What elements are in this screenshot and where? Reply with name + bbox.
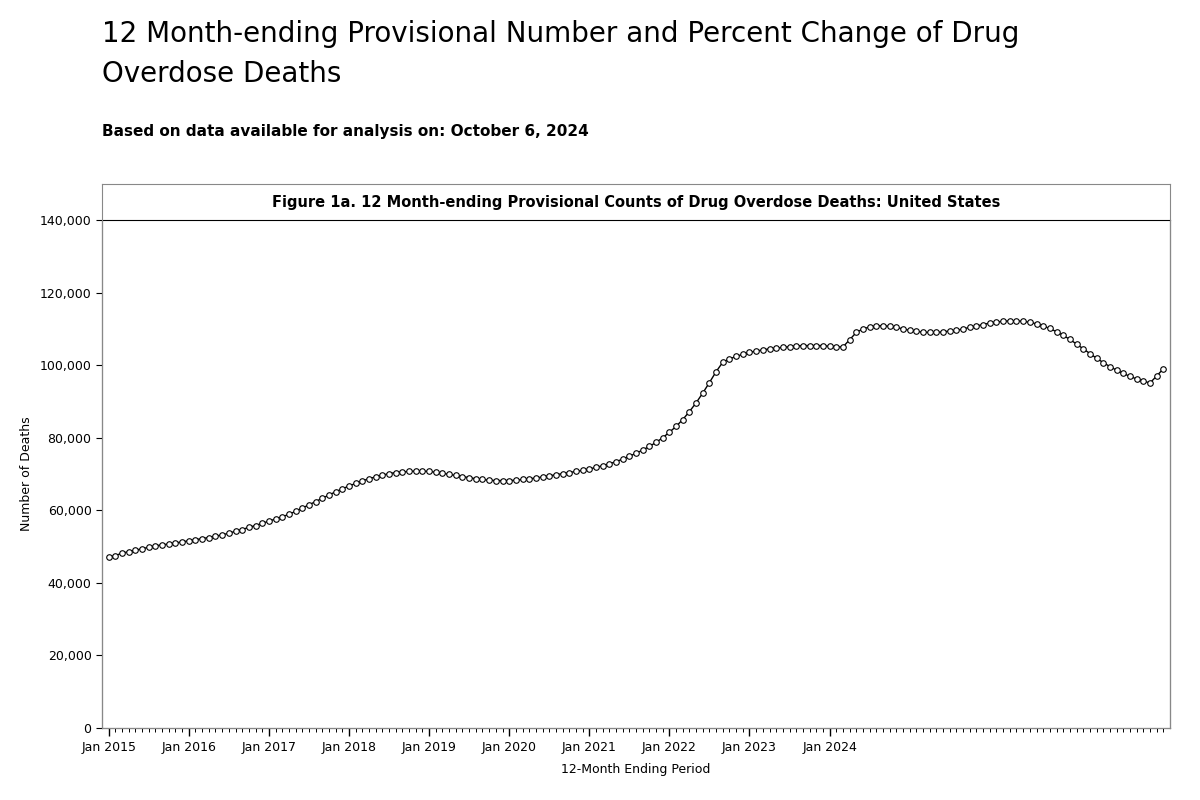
Text: Based on data available for analysis on: October 6, 2024: Based on data available for analysis on:… [102,124,589,139]
Text: Overdose Deaths: Overdose Deaths [102,60,341,88]
Text: 12 Month-ending Provisional Number and Percent Change of Drug: 12 Month-ending Provisional Number and P… [102,20,1019,48]
X-axis label: 12-Month Ending Period: 12-Month Ending Period [562,762,710,775]
Text: Figure 1a. 12 Month-ending Provisional Counts of Drug Overdose Deaths: United St: Figure 1a. 12 Month-ending Provisional C… [272,194,1000,210]
Y-axis label: Number of Deaths: Number of Deaths [19,417,32,531]
